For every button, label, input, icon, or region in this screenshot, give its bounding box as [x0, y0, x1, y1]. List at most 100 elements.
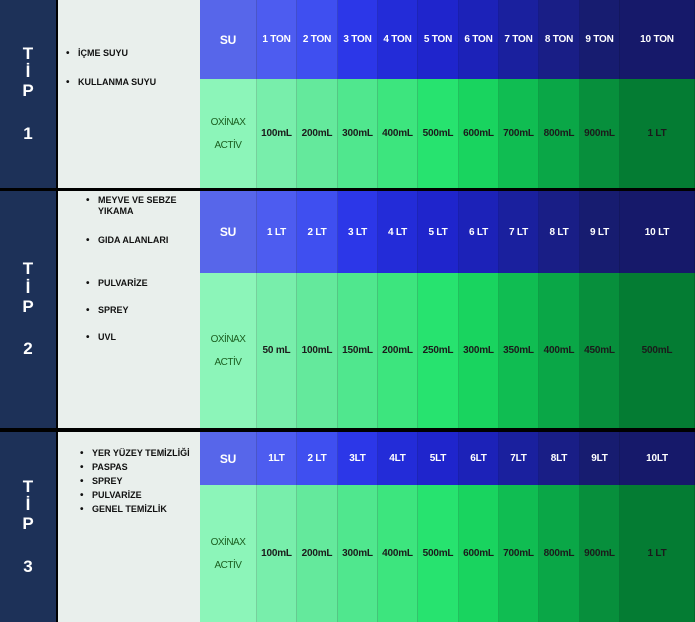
water-amount-cell: 9LT [580, 432, 620, 485]
product-name-cell: OXİNAX ACTİV [200, 485, 257, 622]
water-row: SU 1 LT 2 LT 3 LT 4 LT 5 LT 6 LT 7 LT 8 LT 9 LT 10… [200, 191, 695, 273]
water-amount-cell: 7LT [499, 432, 539, 485]
product-name-line: ACTİV [214, 139, 242, 151]
dosage-amount-cell: 100mL [257, 485, 297, 622]
dosage-amount-cell: 600mL [459, 79, 499, 188]
dosage-amount-cell: 300mL [338, 79, 378, 188]
dosage-amount-cell: 1 LT [620, 485, 695, 622]
dosage-amount-cell: 500mL [418, 79, 459, 188]
usage-item: PULVARİZE [86, 278, 148, 291]
dosage-row: OXİNAX ACTİV 100mL 200mL 300mL 400mL 500mL 600m… [200, 485, 695, 622]
water-amount-cell: 9 LT [580, 191, 620, 273]
dosage-amount-cell: 400mL [378, 485, 418, 622]
dosage-amount-cell: 500mL [418, 485, 459, 622]
water-row: SU 1 TON 2 TON 3 TON 4 TON 5 TON 6 TON 7 TON 8 T… [200, 0, 695, 79]
water-amount-cell: 3 LT [338, 191, 378, 273]
water-amount-cell: 2 LT [297, 432, 338, 485]
product-name-line: ACTİV [214, 559, 242, 571]
water-amount-cell: 5LT [418, 432, 459, 485]
product-name-line: OXİNAX [210, 333, 246, 345]
water-amount-cell: 6 TON [459, 0, 499, 79]
dosage-amount-cell: 200mL [378, 273, 418, 428]
usage-item: PULVARİZE [80, 490, 142, 503]
water-amount-cell: 1 TON [257, 0, 297, 79]
dosage-amount-cell: 800mL [539, 79, 580, 188]
water-label-cell: SU [200, 191, 257, 273]
product-name-cell: OXİNAX ACTİV [200, 273, 257, 428]
water-amount-cell: 6 LT [459, 191, 499, 273]
usage-list: MEYVE VE SEBZE YIKAMA GIDA ALANLARI PULV… [58, 191, 200, 428]
water-amount-cell: 8 TON [539, 0, 580, 79]
water-row: SU 1LT 2 LT 3LT 4LT 5LT 6LT 7LT 8LT 9LT 10LT [200, 432, 695, 485]
water-amount-cell: 7 LT [499, 191, 539, 273]
water-amount-cell: 10 TON [620, 0, 695, 79]
water-amount-cell: 1 LT [257, 191, 297, 273]
usage-item: YER YÜZEY TEMİZLİĞİ [80, 448, 190, 461]
usage-list: YER YÜZEY TEMİZLİĞİ PASPAS SPREY PULVARİ… [58, 432, 200, 622]
dosage-row: OXİNAX ACTİV 50 mL 100mL 150mL 200mL 250mL 300m… [200, 273, 695, 428]
dosage-amount-cell: 700mL [499, 79, 539, 188]
dosage-amount-cell: 1 LT [620, 79, 695, 188]
usage-item: SPREY [86, 305, 129, 318]
water-amount-cell: 6LT [459, 432, 499, 485]
usage-item: MEYVE VE SEBZE YIKAMA [86, 195, 198, 218]
dosage-amount-cell: 450mL [580, 273, 620, 428]
product-name-cell: OXİNAX ACTİV [200, 79, 257, 188]
usage-item: SPREY [80, 476, 123, 489]
water-amount-cell: 5 TON [418, 0, 459, 79]
usage-item: GIDA ALANLARI [86, 235, 168, 248]
usage-item: İÇME SUYU [66, 48, 128, 61]
water-amount-cell: 8 LT [539, 191, 580, 273]
dosage-amount-cell: 250mL [418, 273, 459, 428]
water-label-cell: SU [200, 0, 257, 79]
product-name-line: ACTİV [214, 356, 242, 368]
dosage-amount-cell: 800mL [539, 485, 580, 622]
dosage-row: OXİNAX ACTİV 100mL 200mL 300mL 400mL 500mL 600m… [200, 79, 695, 188]
dosage-amount-cell: 500mL [620, 273, 695, 428]
dosage-amount-cell: 400mL [378, 79, 418, 188]
dosage-amount-text: 500mL [641, 345, 673, 356]
dosage-amount-cell: 900mL [580, 79, 620, 188]
dosage-amount-cell: 200mL [297, 485, 338, 622]
water-amount-cell: 2 LT [297, 191, 338, 273]
dosage-amount-cell: 150mL [338, 273, 378, 428]
dosage-amount-text: 1 LT [647, 548, 667, 559]
water-amount-cell: 3LT [338, 432, 378, 485]
water-amount-cell: 2 TON [297, 0, 338, 79]
usage-item: GENEL TEMİZLİK [80, 504, 167, 517]
dosage-amount-cell: 100mL [257, 79, 297, 188]
water-label-cell: SU [200, 432, 257, 485]
dosage-amount-cell: 300mL [459, 273, 499, 428]
dosage-amount-cell: 300mL [338, 485, 378, 622]
usage-list: İÇME SUYU KULLANMA SUYU [58, 0, 200, 188]
water-amount-cell: 10LT [620, 432, 695, 485]
water-amount-cell: 4 TON [378, 0, 418, 79]
dosage-amount-text: 1 LT [647, 128, 667, 139]
dosage-amount-cell: 100mL [297, 273, 338, 428]
product-name-line: OXİNAX [210, 536, 246, 548]
usage-item: UVL [86, 332, 116, 345]
water-amount-cell: 1LT [257, 432, 297, 485]
dosage-amount-cell: 350mL [499, 273, 539, 428]
water-amount-cell: 10 LT [620, 191, 695, 273]
water-amount-cell: 4LT [378, 432, 418, 485]
usage-item: PASPAS [80, 462, 128, 475]
water-amount-cell: 9 TON [580, 0, 620, 79]
dosage-amount-cell: 600mL [459, 485, 499, 622]
water-amount-cell: 7 TON [499, 0, 539, 79]
dosage-amount-cell: 200mL [297, 79, 338, 188]
water-amount-cell: 4 LT [378, 191, 418, 273]
dosage-amount-cell: 400mL [539, 273, 580, 428]
product-name-line: OXİNAX [210, 116, 246, 128]
dosage-amount-cell: 50 mL [257, 273, 297, 428]
dosage-amount-cell: 900mL [580, 485, 620, 622]
usage-item: KULLANMA SUYU [66, 77, 156, 90]
water-amount-cell: 8LT [539, 432, 580, 485]
water-amount-cell: 3 TON [338, 0, 378, 79]
